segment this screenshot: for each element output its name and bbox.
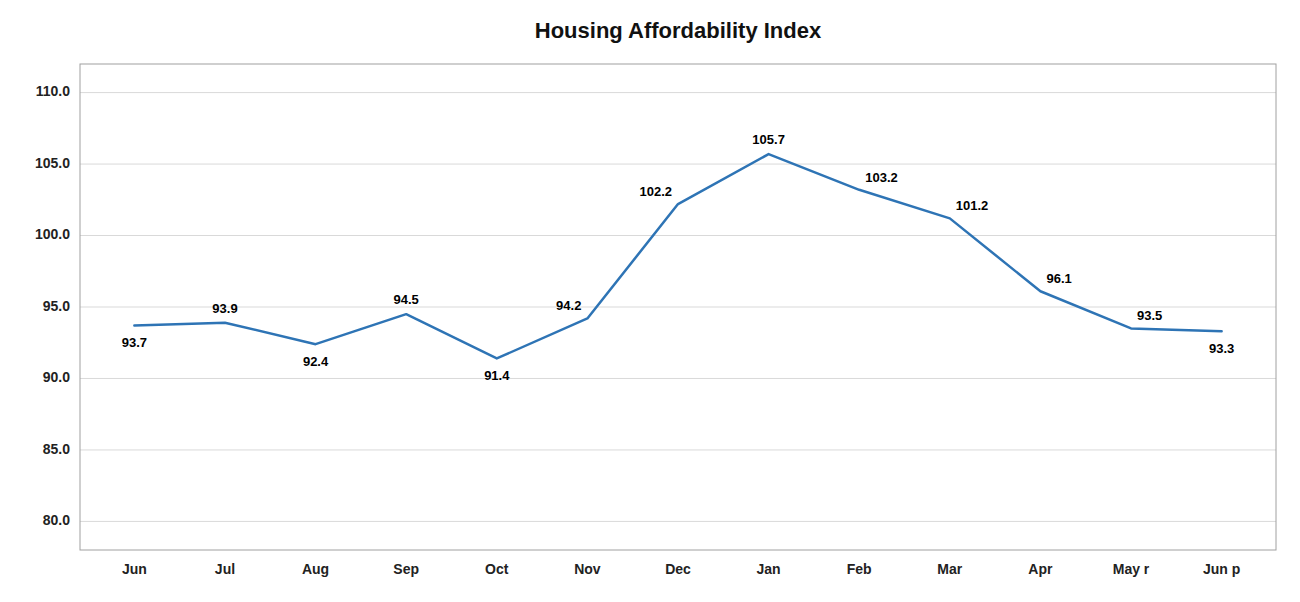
- data-label: 94.5: [394, 292, 419, 307]
- x-tick-label: Mar: [937, 561, 962, 577]
- data-label: 91.4: [484, 368, 510, 383]
- data-label: 96.1: [1046, 271, 1071, 286]
- x-tick-label: Jul: [215, 561, 235, 577]
- data-label: 93.3: [1209, 341, 1234, 356]
- grid-line: [80, 235, 1276, 236]
- data-label: 101.2: [956, 198, 989, 213]
- data-label: 103.2: [865, 170, 898, 185]
- y-tick-label: 85.0: [43, 441, 70, 457]
- y-tick-label: 80.0: [43, 512, 70, 528]
- x-tick-label: Sep: [393, 561, 419, 577]
- y-tick-label: 100.0: [35, 226, 70, 242]
- y-tick-label: 105.0: [35, 155, 70, 171]
- x-tick-label: Jan: [757, 561, 781, 577]
- grid-line: [80, 92, 1276, 93]
- chart-container: Housing Affordability Index 80.0 85.0 90.0 9…: [0, 0, 1300, 602]
- data-label: 105.7: [752, 132, 785, 147]
- data-label: 102.2: [639, 184, 672, 199]
- data-label: 92.4: [303, 354, 329, 369]
- plot-area: [134, 154, 1221, 358]
- x-tick-label: May r: [1113, 561, 1150, 577]
- y-axis: 80.0 85.0 90.0 95.0 100.0 105.0 110.0: [35, 83, 70, 528]
- y-tick-label: 110.0: [36, 83, 70, 99]
- x-tick-label: Feb: [847, 561, 872, 577]
- y-tick-label: 95.0: [43, 298, 70, 314]
- data-line: [134, 154, 1221, 358]
- grid: [80, 93, 1276, 522]
- data-label: 93.5: [1137, 308, 1162, 323]
- data-label: 93.7: [122, 335, 147, 350]
- data-label: 93.9: [212, 301, 237, 316]
- grid-line: [80, 307, 1276, 308]
- grid-line: [80, 378, 1276, 379]
- grid-line: [80, 164, 1276, 165]
- x-tick-label: Oct: [485, 561, 509, 577]
- x-tick-label: Nov: [574, 561, 601, 577]
- x-tick-label: Jun: [122, 561, 147, 577]
- x-tick-label: Dec: [665, 561, 691, 577]
- grid-line: [80, 521, 1276, 522]
- plot-frame: [80, 64, 1276, 550]
- data-labels: 93.7 93.9 92.4 94.5 91.4 94.2 102.2 105.7 103.2 1…: [122, 132, 1235, 383]
- chart-svg: Housing Affordability Index 80.0 85.0 90.0 9…: [0, 0, 1300, 602]
- y-tick-label: 90.0: [43, 369, 70, 385]
- x-tick-label: Aug: [302, 561, 329, 577]
- chart-title: Housing Affordability Index: [535, 18, 822, 43]
- x-axis: Jun Jul Aug Sep Oct Nov Dec Jan Feb Mar Apr May r Ju…: [122, 561, 1240, 577]
- x-tick-label: Jun p: [1203, 561, 1240, 577]
- data-label: 94.2: [556, 298, 581, 313]
- grid-line: [80, 449, 1276, 450]
- x-tick-label: Apr: [1028, 561, 1053, 577]
